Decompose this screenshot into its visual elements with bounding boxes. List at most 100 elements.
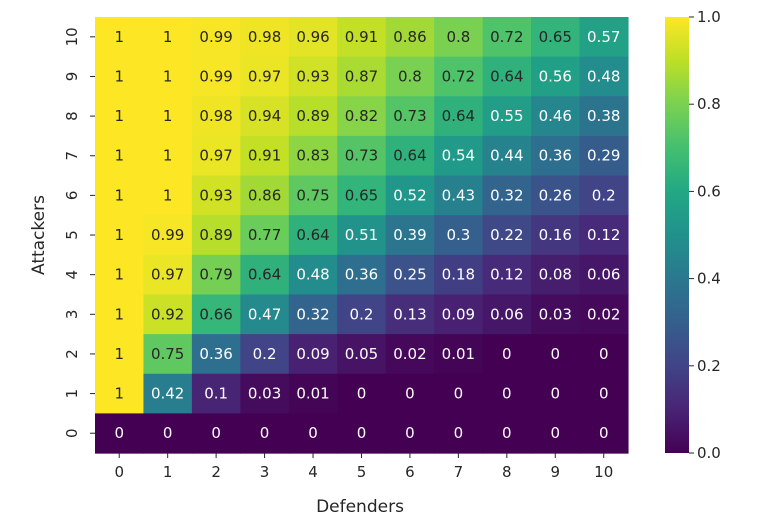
heatmap-cell-a5-d1 (143, 215, 193, 256)
cell-value-label-a10-d6: 0.86 (393, 28, 426, 46)
y-tick-label-6: 6 (63, 191, 81, 201)
y-tick-label-8: 8 (63, 111, 81, 121)
cell-value-label-a4-d1: 0.97 (151, 266, 184, 284)
heatmap-cell-a7-d9 (531, 135, 581, 177)
cell-value-label-a1-d1: 0.42 (151, 385, 184, 403)
x-tick-label-10: 10 (594, 463, 613, 481)
cell-value-label-a3-d6: 0.13 (393, 305, 426, 323)
heatmap-cell-a1-d4 (288, 373, 338, 414)
cell-value-label-a0-d5: 0 (357, 424, 367, 442)
cell-value-label-a2-d1: 0.75 (151, 345, 184, 363)
cell-value-label-a0-d8: 0 (502, 424, 512, 442)
cell-value-label-a10-d9: 0.65 (539, 28, 572, 46)
cell-value-label-a7-d0: 1 (114, 147, 124, 165)
heatmap-cell-a2-d9 (531, 334, 581, 375)
cell-value-label-a1-d8: 0 (502, 385, 512, 403)
cell-value-label-a6-d5: 0.65 (345, 186, 378, 204)
cell-value-label-a7-d8: 0.44 (490, 147, 523, 165)
heatmap-cell-a10-d8 (482, 17, 532, 58)
heatmap-cell-a1-d3 (240, 373, 290, 414)
heatmap-cell-a8-d2 (191, 96, 241, 137)
heatmap-cell-a9-d4 (288, 56, 338, 97)
heatmap-cell-a9-d10 (579, 56, 629, 97)
cell-value-label-a7-d10: 0.29 (587, 147, 620, 165)
cell-value-label-a8-d4: 0.89 (296, 107, 329, 125)
heatmap-cell-a6-d0 (95, 175, 145, 216)
x-tick-label-4: 4 (308, 463, 318, 481)
heatmap-cell-a3-d8 (482, 294, 532, 335)
cell-value-label-a9-d2: 0.99 (199, 67, 232, 85)
heatmap-cell-a10-d6 (385, 17, 435, 58)
heatmap-cell-a1-d0 (95, 373, 145, 414)
cell-value-label-a10-d1: 1 (163, 28, 173, 46)
colorbar-tick-label-1: 0.2 (697, 357, 721, 375)
heatmap-cell-a5-d2 (191, 215, 241, 256)
heatmap-cell-a0-d9 (531, 413, 581, 454)
cell-value-label-a1-d7: 0 (454, 385, 464, 403)
heatmap-cell-a5-d10 (579, 215, 629, 256)
cell-value-label-a3-d5: 0.2 (350, 305, 374, 323)
cell-value-label-a7-d4: 0.83 (296, 147, 329, 165)
heatmap-cell-a7-d8 (482, 135, 532, 177)
heatmap-cell-a6-d6 (385, 175, 435, 216)
cell-value-label-a2-d6: 0.02 (393, 345, 426, 363)
cell-value-label-a7-d1: 1 (163, 147, 173, 165)
cell-value-label-a9-d5: 0.87 (345, 67, 378, 85)
cell-value-label-a8-d10: 0.38 (587, 107, 620, 125)
cell-value-label-a9-d4: 0.93 (296, 67, 329, 85)
cell-value-label-a5-d2: 0.89 (199, 226, 232, 244)
cell-value-label-a10-d7: 0.8 (446, 28, 470, 46)
cell-value-label-a4-d9: 0.08 (539, 266, 572, 284)
y-tick-label-5: 5 (63, 230, 81, 240)
y-tick-label-9: 9 (63, 72, 81, 82)
cell-value-label-a6-d0: 1 (114, 186, 124, 204)
heatmap-cell-a3-d2 (191, 294, 241, 335)
heatmap-cell-a5-d9 (531, 215, 581, 256)
cell-value-label-a10-d5: 0.91 (345, 28, 378, 46)
cell-value-label-a1-d3: 0.03 (248, 385, 281, 403)
cell-value-label-a2-d7: 0.01 (442, 345, 475, 363)
cell-value-label-a3-d10: 0.02 (587, 305, 620, 323)
heatmap-cell-a1-d8 (482, 373, 532, 414)
heatmap-cell-a0-d4 (288, 413, 338, 454)
cell-value-label-a0-d0: 0 (114, 424, 124, 442)
cell-value-label-a2-d9: 0 (550, 345, 560, 363)
heatmap-cell-a7-d4 (288, 135, 338, 177)
x-tick-label-6: 6 (405, 463, 415, 481)
cell-value-label-a0-d6: 0 (405, 424, 415, 442)
cell-value-label-a1-d10: 0 (599, 385, 609, 403)
x-tick-label-1: 1 (163, 463, 173, 481)
cell-value-label-a9-d1: 1 (163, 67, 173, 85)
cell-value-label-a3-d9: 0.03 (539, 305, 572, 323)
heatmap-cell-a8-d7 (434, 96, 484, 137)
cell-value-label-a9-d10: 0.48 (587, 67, 620, 85)
colorbar-tick-label-3: 0.6 (697, 182, 721, 200)
cell-value-label-a8-d8: 0.55 (490, 107, 523, 125)
heatmap-cell-a4-d0 (95, 254, 145, 296)
heatmap-cell-a6-d3 (240, 175, 290, 216)
cell-value-label-a9-d8: 0.64 (490, 67, 523, 85)
heatmap-cell-a2-d3 (240, 334, 290, 375)
heatmap-cell-a4-d8 (482, 254, 532, 296)
heatmap-cell-a6-d9 (531, 175, 581, 216)
heatmap-cell-a1-d10 (579, 373, 629, 414)
y-tick-label-1: 1 (63, 389, 81, 399)
heatmap-cell-a1-d9 (531, 373, 581, 414)
heatmap-cell-a10-d2 (191, 17, 241, 58)
heatmap-cell-a3-d3 (240, 294, 290, 335)
x-tick-label-5: 5 (357, 463, 367, 481)
colorbar-tick-label-5: 1.0 (697, 8, 721, 26)
heatmap-cell-a2-d0 (95, 334, 145, 375)
cell-value-label-a1-d5: 0 (357, 385, 367, 403)
cell-value-label-a6-d3: 0.86 (248, 186, 281, 204)
cell-value-label-a5-d5: 0.51 (345, 226, 378, 244)
heatmap-cell-a2-d1 (143, 334, 193, 375)
cell-value-label-a8-d6: 0.73 (393, 107, 426, 125)
heatmap-cell-a7-d3 (240, 135, 290, 177)
x-tick-label-7: 7 (454, 463, 464, 481)
y-tick-label-2: 2 (63, 349, 81, 359)
heatmap-cells (95, 17, 629, 454)
heatmap-cell-a7-d2 (191, 135, 241, 177)
heatmap-cell-a8-d6 (385, 96, 435, 137)
heatmap-cell-a6-d4 (288, 175, 338, 216)
